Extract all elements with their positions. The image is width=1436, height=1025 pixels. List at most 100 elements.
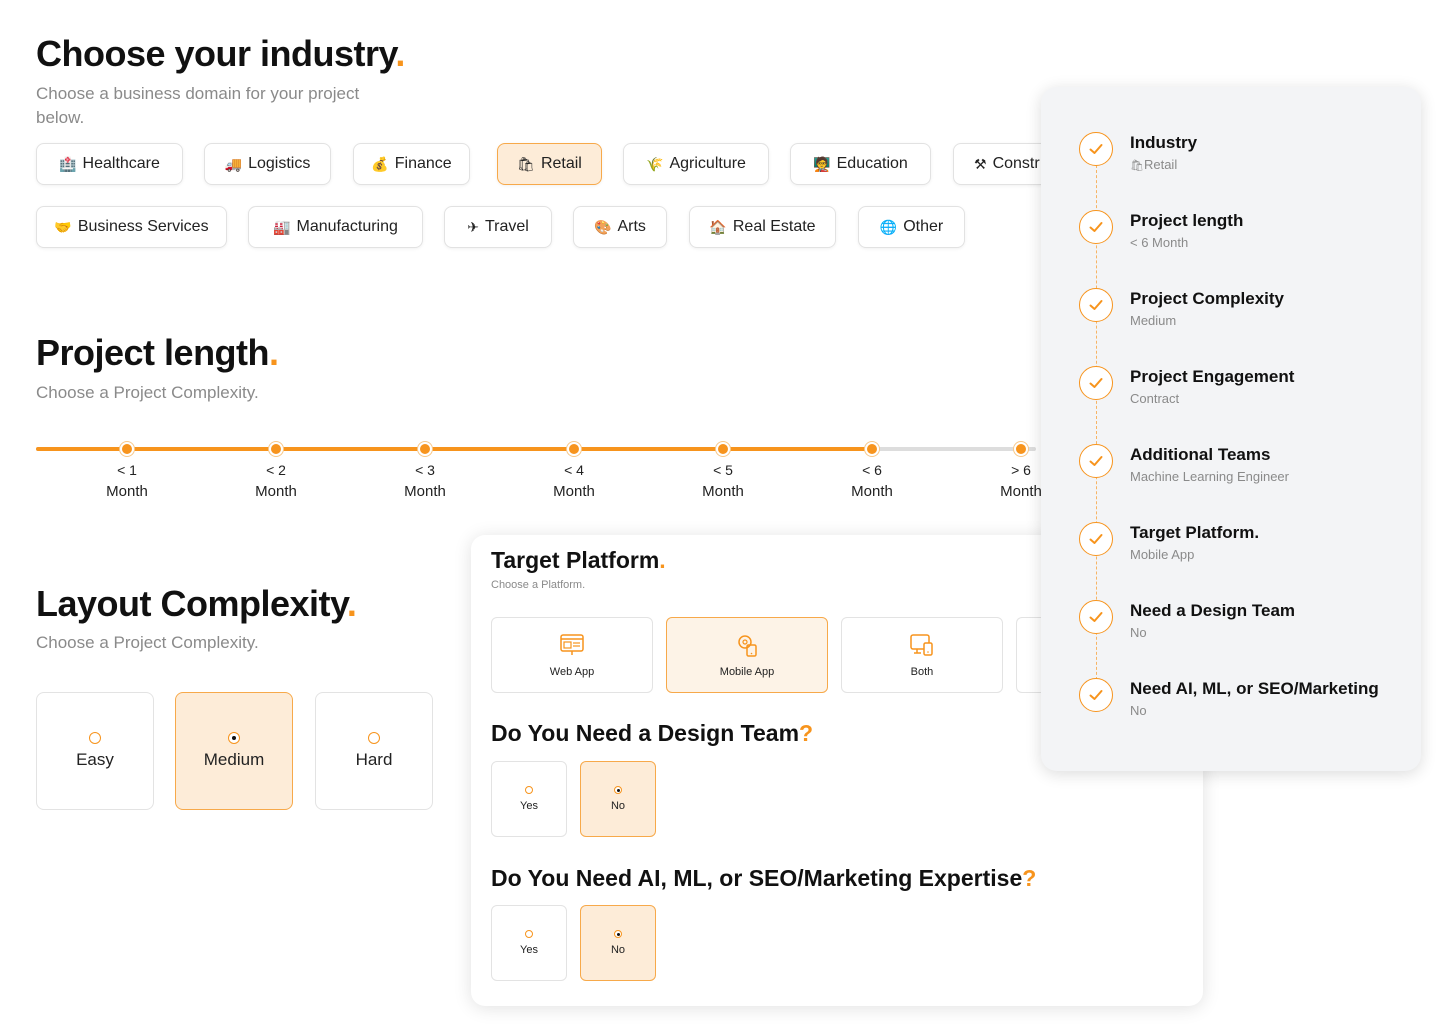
money-bag-icon: 💰 [371, 155, 389, 172]
ai-expertise-option-label: No [610, 944, 626, 956]
industry-chip-constr[interactable]: ⚒ Constr [953, 143, 1053, 185]
design-team-option-label: Yes [520, 800, 538, 812]
summary-step-value-text: Machine Learning Engineer [1130, 469, 1289, 484]
summary-step-value: Mobile App [1130, 547, 1194, 562]
summary-step-title: Target Platform. [1130, 523, 1260, 542]
industry-chip-arts[interactable]: 🎨 Arts [573, 206, 667, 248]
check-icon [1079, 444, 1113, 478]
factory-icon: 🏭 [273, 218, 291, 235]
slider-stop-3[interactable] [418, 442, 432, 456]
palette-icon: 🎨 [594, 218, 612, 235]
tools-icon: ⚒ [974, 155, 987, 172]
industry-chip-label: Constr [992, 155, 1040, 172]
check-icon [1079, 210, 1113, 244]
check-icon [1079, 600, 1113, 634]
industry-chip-label: Logistics [248, 155, 311, 172]
target-platform-subtitle: Choose a Platform. [491, 579, 586, 591]
summary-step-value: No [1130, 625, 1147, 640]
summary-step-project-engagement: Project Engagement Contract [1079, 366, 1409, 426]
slider-stop-7[interactable] [1014, 442, 1028, 456]
summary-step-title: Industry [1130, 133, 1198, 152]
summary-step-value-text: Contract [1130, 391, 1180, 406]
platform-option-label: Mobile App [719, 665, 775, 678]
summary-step-value-text: Mobile App [1130, 547, 1195, 562]
slider-stop-1[interactable] [120, 442, 134, 456]
summary-step-value: Medium [1130, 313, 1176, 328]
industry-chip-business-services[interactable]: 🤝 Business Services [36, 206, 227, 248]
industry-chip-agriculture[interactable]: 🌾 Agriculture [623, 143, 769, 185]
target-platform-heading: Target Platform. [491, 547, 666, 573]
platform-option-web-app[interactable]: Web App [491, 617, 653, 693]
summary-step-value-text: No [1130, 625, 1147, 640]
slider-stop-unit: Month [255, 483, 297, 500]
radio-icon [228, 732, 240, 744]
slider-stop-label: < 4 Month [534, 461, 614, 501]
summary-connector-line [1096, 155, 1097, 695]
industry-chip-travel[interactable]: ✈ Travel [444, 206, 552, 248]
house-icon: 🏠 [709, 218, 727, 235]
industry-chip-finance[interactable]: 💰 Finance [353, 143, 470, 185]
summary-step-title: Project length [1130, 211, 1244, 230]
summary-step-title: Project Engagement [1130, 367, 1295, 386]
design-team-option-yes[interactable]: Yes [491, 761, 567, 837]
industry-chip-label: Healthcare [82, 155, 160, 172]
summary-step-project-length: Project length < 6 Month [1079, 210, 1409, 270]
both-platforms-icon [909, 633, 935, 660]
ai-expertise-option-no[interactable]: No [580, 905, 656, 981]
summary-step-value-text: No [1130, 703, 1147, 718]
radio-icon [89, 732, 101, 744]
handshake-icon: 🤝 [54, 218, 72, 235]
slider-stop-unit: Month [702, 483, 744, 500]
airplane-icon: ✈ [467, 218, 479, 235]
complexity-option-easy[interactable]: Easy [36, 692, 154, 810]
industry-chip-label: Agriculture [669, 155, 746, 172]
check-icon [1079, 288, 1113, 322]
layout-complexity-heading: Layout Complexity. [36, 583, 357, 624]
summary-step-title: Need a Design Team [1130, 601, 1296, 620]
slider-stop-unit: Month [851, 483, 893, 500]
platform-option-both[interactable]: Both [841, 617, 1003, 693]
slider-stop-label: < 5 Month [683, 461, 763, 501]
slider-stop-6[interactable] [865, 442, 879, 456]
platform-option-mobile-app[interactable]: Mobile App [666, 617, 828, 693]
summary-step-additional-teams: Additional Teams Machine Learning Enginee… [1079, 444, 1409, 504]
industry-chip-logistics[interactable]: 🚚 Logistics [204, 143, 331, 185]
industry-chip-healthcare[interactable]: 🏥 Healthcare [36, 143, 183, 185]
design-team-option-no[interactable]: No [580, 761, 656, 837]
slider-stop-value: > 6 [1011, 462, 1031, 478]
summary-step-industry: Industry 🛍Retail [1079, 132, 1409, 192]
industry-chip-label: Real Estate [732, 218, 816, 235]
radio-icon [525, 930, 533, 938]
slider-stop-label: < 3 Month [385, 461, 465, 501]
ai-expertise-option-yes[interactable]: Yes [491, 905, 567, 981]
radio-icon [614, 786, 622, 794]
industry-chip-real-estate[interactable]: 🏠 Real Estate [689, 206, 836, 248]
industry-chip-retail[interactable]: 🛍 Retail [497, 143, 602, 185]
slider-stop-2[interactable] [269, 442, 283, 456]
shopping-bags-icon: 🛍 [1130, 160, 1144, 172]
slider-stop-4[interactable] [567, 442, 581, 456]
industry-chip-label: Finance [394, 155, 452, 172]
globe-icon: 🌐 [879, 218, 898, 235]
summary-step-need-a-design-team: Need a Design Team No [1079, 600, 1409, 660]
industry-chip-label: Travel [484, 218, 529, 235]
industry-heading: Choose your industry. [36, 33, 405, 74]
summary-step-value-text: Medium [1130, 313, 1177, 328]
slider-stop-unit: Month [404, 483, 446, 500]
project-length-subtitle: Choose a Project Complexity. [36, 383, 259, 402]
industry-chip-manufacturing[interactable]: 🏭 Manufacturing [248, 206, 423, 248]
complexity-option-hard[interactable]: Hard [315, 692, 433, 810]
project-length-heading: Project length. [36, 332, 279, 373]
mobile-app-icon [734, 633, 760, 660]
summary-step-value: < 6 Month [1130, 235, 1188, 250]
industry-chip-label: Arts [617, 218, 646, 235]
slider-stop-5[interactable] [716, 442, 730, 456]
check-icon [1079, 522, 1113, 556]
industry-chip-other[interactable]: 🌐 Other [858, 206, 965, 248]
industry-chip-education[interactable]: 🧑‍🏫 Education [790, 143, 931, 185]
summary-panel: Industry 🛍Retail Project length < 6 Month Pr… [1041, 87, 1421, 771]
radio-icon [525, 786, 533, 794]
ai-expertise-heading: Do You Need AI, ML, or SEO/Marketing Exp… [491, 865, 1037, 891]
slider-stop-unit: Month [553, 483, 595, 500]
complexity-option-medium[interactable]: Medium [175, 692, 293, 810]
